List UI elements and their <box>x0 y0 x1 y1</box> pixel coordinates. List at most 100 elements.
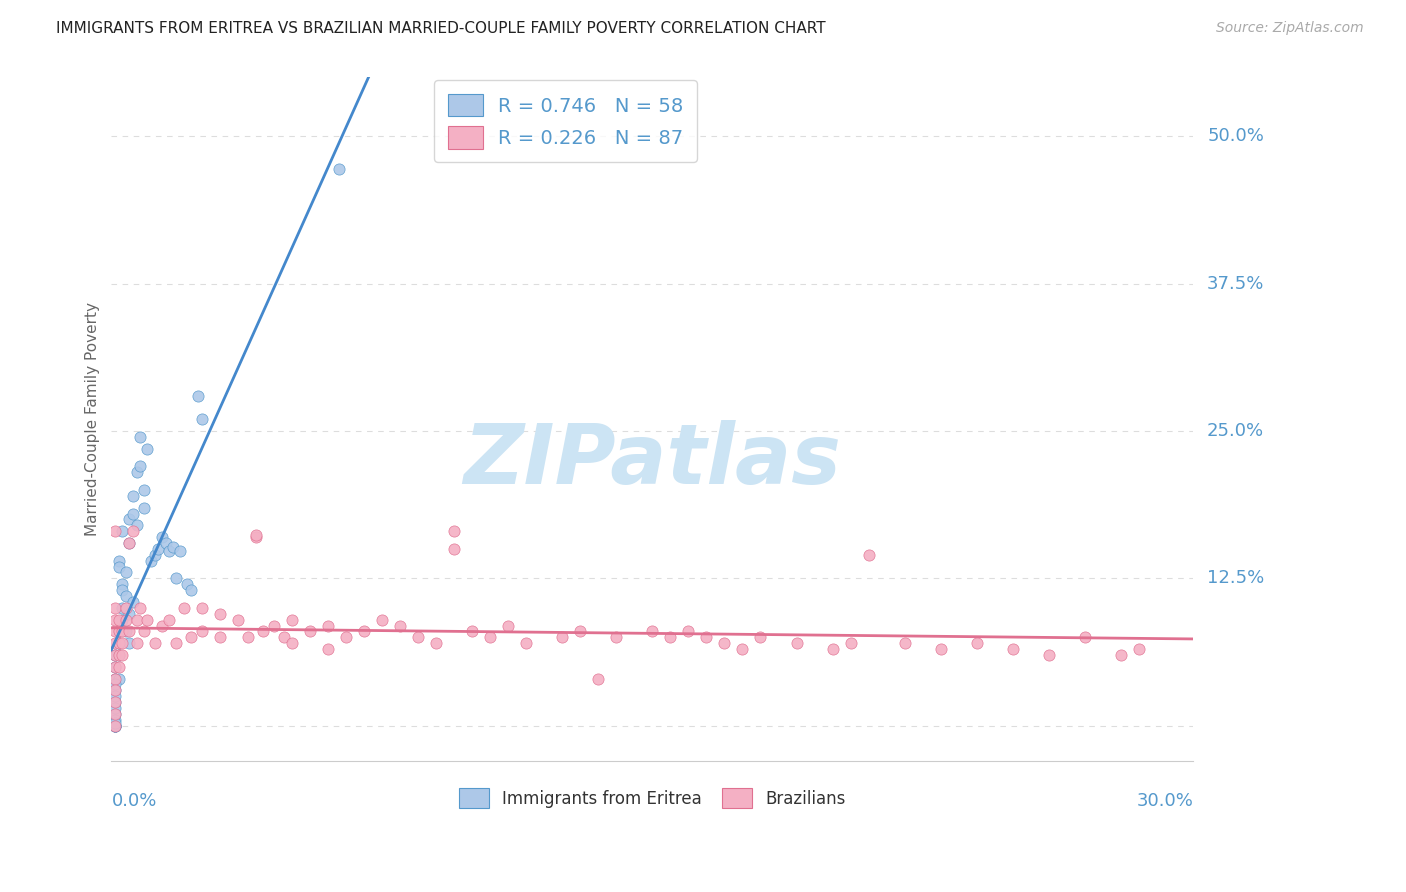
Point <box>1128 642 1150 657</box>
Point <box>114 613 136 627</box>
Point <box>104 719 127 733</box>
Point <box>104 719 127 733</box>
Point <box>107 672 129 686</box>
Point <box>132 500 155 515</box>
Point <box>150 530 173 544</box>
Point <box>104 695 127 709</box>
Point <box>104 672 127 686</box>
Point <box>107 559 129 574</box>
Text: 25.0%: 25.0% <box>1208 422 1264 440</box>
Point <box>169 544 191 558</box>
Y-axis label: Married-Couple Family Poverty: Married-Couple Family Poverty <box>86 302 100 536</box>
Point <box>107 636 129 650</box>
Point <box>104 701 127 715</box>
Point <box>107 613 129 627</box>
Text: 37.5%: 37.5% <box>1208 275 1264 293</box>
Point <box>190 600 212 615</box>
Text: ZIPatlas: ZIPatlas <box>464 420 841 500</box>
Point <box>155 536 177 550</box>
Point <box>136 613 159 627</box>
Point <box>187 389 209 403</box>
Point <box>353 624 375 639</box>
Point <box>1038 648 1060 662</box>
Point <box>143 636 166 650</box>
Point <box>104 524 127 539</box>
Point <box>893 636 915 650</box>
Point <box>107 624 129 639</box>
Point <box>695 630 717 644</box>
Point <box>118 536 141 550</box>
Point <box>180 630 202 644</box>
Text: 50.0%: 50.0% <box>1208 128 1264 145</box>
Point <box>245 528 267 542</box>
Point <box>479 630 502 644</box>
Point <box>118 624 141 639</box>
Point <box>111 600 134 615</box>
Point <box>125 465 148 479</box>
Point <box>125 518 148 533</box>
Point <box>226 613 249 627</box>
Point <box>104 660 127 674</box>
Point <box>107 660 129 674</box>
Point <box>104 706 127 721</box>
Point <box>929 642 952 657</box>
Point <box>425 636 447 650</box>
Point <box>104 719 127 733</box>
Point <box>122 524 145 539</box>
Point <box>104 648 127 662</box>
Point <box>114 589 136 603</box>
Point <box>586 672 609 686</box>
Text: 0.0%: 0.0% <box>111 791 157 810</box>
Point <box>118 636 141 650</box>
Point <box>858 548 880 562</box>
Point <box>111 636 134 650</box>
Point <box>104 613 127 627</box>
Point <box>125 636 148 650</box>
Point <box>122 489 145 503</box>
Point <box>139 554 162 568</box>
Point <box>263 618 285 632</box>
Point <box>1074 630 1097 644</box>
Point <box>569 624 592 639</box>
Point <box>129 600 152 615</box>
Point <box>111 613 134 627</box>
Point <box>1109 648 1132 662</box>
Point <box>605 630 627 644</box>
Point <box>208 607 231 621</box>
Point <box>335 630 357 644</box>
Point <box>104 672 127 686</box>
Point <box>238 630 260 644</box>
Point <box>132 624 155 639</box>
Point <box>129 459 152 474</box>
Point <box>107 648 129 662</box>
Point <box>107 554 129 568</box>
Point <box>157 544 180 558</box>
Point <box>190 412 212 426</box>
Point <box>173 600 195 615</box>
Point <box>111 577 134 591</box>
Point <box>443 524 465 539</box>
Point <box>111 524 134 539</box>
Point <box>136 442 159 456</box>
Point <box>107 636 129 650</box>
Point <box>839 636 862 650</box>
Point <box>150 618 173 632</box>
Point <box>104 660 127 674</box>
Point <box>180 583 202 598</box>
Point <box>118 607 141 621</box>
Point <box>104 683 127 698</box>
Point <box>273 630 295 644</box>
Point <box>104 719 127 733</box>
Point <box>104 690 127 704</box>
Point <box>111 624 134 639</box>
Point <box>245 530 267 544</box>
Text: 30.0%: 30.0% <box>1136 791 1194 810</box>
Point <box>104 719 127 733</box>
Point <box>443 541 465 556</box>
Point <box>118 512 141 526</box>
Point <box>125 613 148 627</box>
Point <box>496 618 519 632</box>
Point <box>678 624 700 639</box>
Point <box>208 630 231 644</box>
Point <box>515 636 537 650</box>
